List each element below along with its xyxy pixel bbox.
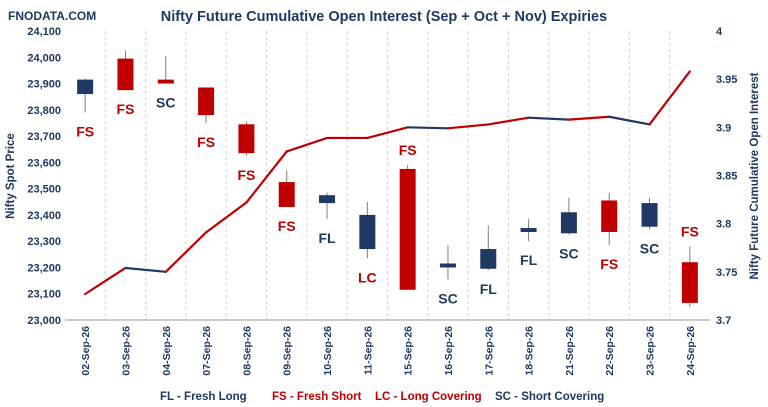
x-tick-label: 24-Sep-26 — [685, 326, 697, 376]
candle-body — [601, 200, 618, 232]
legend-item: LC - Long Covering — [375, 391, 482, 403]
y2-tick-label: 3.8 — [716, 219, 731, 231]
y2-tick-label: 3.7 — [716, 315, 731, 327]
candle-body — [198, 87, 215, 116]
y-tick-label: 23,400 — [27, 210, 61, 222]
legend-item: FL - Fresh Long — [160, 391, 247, 403]
signal-label: FL — [480, 281, 498, 297]
signal-label: FS — [76, 123, 94, 139]
signal-label: LC — [358, 269, 377, 285]
oi-line-segment — [648, 70, 691, 126]
signal-label: SC — [438, 290, 457, 306]
oi-line-segment — [245, 150, 288, 204]
legend-item: SC - Short Covering — [495, 391, 604, 403]
signal-label: FS — [117, 101, 135, 117]
oi-line-segment — [406, 126, 450, 130]
x-tick-label: 02-Sep-26 — [80, 326, 92, 376]
y-tick-label: 23,200 — [27, 262, 61, 274]
candle-body — [439, 263, 456, 268]
candle-body — [681, 262, 698, 303]
brand-logo: FNODATA.COM — [8, 9, 96, 23]
y-tick-label: 23,000 — [27, 315, 61, 327]
candle-body — [157, 79, 174, 84]
candle-body — [560, 212, 577, 234]
x-axis-ticks: 02-Sep-26 03-Sep-26 04-Sep-26 07-Sep-26 08-S… — [80, 326, 697, 376]
oi-line-segment — [487, 116, 530, 126]
y-tick-label: 23,600 — [27, 157, 61, 169]
y-tick-label: 23,800 — [27, 105, 61, 117]
legend: FL - Fresh Long FS - Fresh Short LC - Long… — [160, 391, 604, 403]
signal-label: FS — [197, 134, 215, 150]
candle-body — [319, 195, 336, 204]
gridlines — [104, 31, 671, 320]
signal-label: FS — [681, 223, 699, 239]
oi-line-segment — [124, 266, 167, 273]
y2-tick-label: 3.85 — [716, 171, 737, 183]
y2-tick-label: 4 — [716, 26, 723, 38]
x-tick-label: 08-Sep-26 — [241, 326, 253, 376]
oi-line-segment — [446, 123, 490, 130]
signal-label: FS — [399, 142, 417, 158]
chart-title: Nifty Future Cumulative Open Interest (S… — [161, 9, 607, 25]
x-tick-label: 16-Sep-26 — [443, 326, 455, 376]
candle-body — [399, 168, 416, 290]
y-tick-label: 23,700 — [27, 131, 61, 143]
oi-line-segment — [285, 136, 329, 153]
y2-axis-ticks: 3.7 3.75 3.8 3.85 3.9 3.95 4 — [716, 26, 737, 327]
signal-label: FS — [237, 167, 255, 183]
x-tick-label: 10-Sep-26 — [322, 326, 334, 376]
oi-line-segment — [608, 115, 651, 126]
signal-labels: FS FS SC FS FS FS FL LC FS SC FL FL SC FS SC FS — [76, 95, 699, 307]
y-tick-label: 23,100 — [27, 289, 61, 301]
x-tick-label: 17-Sep-26 — [483, 326, 495, 376]
x-tick-label: 11-Sep-26 — [362, 326, 374, 375]
x-tick-label: 22-Sep-26 — [604, 326, 616, 376]
legend-item: FS - Fresh Short — [272, 391, 362, 403]
oi-line-segment — [84, 266, 127, 296]
candle-body — [278, 182, 295, 208]
signal-label: SC — [156, 95, 175, 111]
oi-line-segment — [567, 115, 611, 121]
y2-axis-label: Nifty Future Cumulative Open Interest — [749, 72, 761, 279]
x-tick-label: 23-Sep-26 — [645, 326, 657, 376]
x-tick-label: 18-Sep-26 — [524, 326, 536, 376]
candle-body — [77, 79, 94, 95]
signal-label: SC — [559, 246, 578, 262]
y-tick-label: 23,900 — [27, 79, 61, 91]
candle-body — [359, 214, 376, 250]
x-tick-label: 03-Sep-26 — [120, 326, 132, 376]
y-tick-label: 23,500 — [27, 184, 61, 196]
candle-body — [480, 249, 497, 269]
y-axis-label: Nifty Spot Price — [5, 133, 17, 219]
signal-label: FS — [278, 218, 296, 234]
y-tick-label: 24,100 — [27, 26, 61, 38]
x-tick-label: 09-Sep-26 — [282, 326, 294, 376]
y2-tick-label: 3.95 — [716, 74, 737, 86]
y2-tick-label: 3.75 — [716, 267, 737, 279]
x-tick-label: 21-Sep-26 — [564, 326, 576, 376]
signal-label: FS — [600, 256, 618, 272]
y-axis-ticks: 23,000 23,100 23,200 23,300 23,400 23,500 23,6… — [27, 26, 61, 327]
candles — [77, 50, 698, 307]
oi-line-segment — [366, 126, 409, 140]
oi-line-segment — [527, 116, 571, 121]
x-tick-label: 07-Sep-26 — [201, 326, 213, 376]
x-tick-label: 15-Sep-26 — [403, 326, 415, 376]
oi-line-segment — [204, 201, 248, 234]
y2-tick-label: 3.9 — [716, 122, 731, 134]
candle-body — [238, 124, 255, 154]
candle-body — [520, 228, 537, 232]
signal-label: SC — [640, 240, 659, 256]
signal-label: FL — [520, 252, 538, 268]
signal-label: FL — [318, 230, 336, 246]
y-tick-label: 23,300 — [27, 236, 61, 248]
oi-line-segment — [164, 231, 208, 273]
candle-body — [641, 203, 658, 227]
x-tick-label: 04-Sep-26 — [161, 326, 173, 376]
y-tick-label: 24,000 — [27, 52, 61, 64]
candle-body — [117, 58, 134, 91]
